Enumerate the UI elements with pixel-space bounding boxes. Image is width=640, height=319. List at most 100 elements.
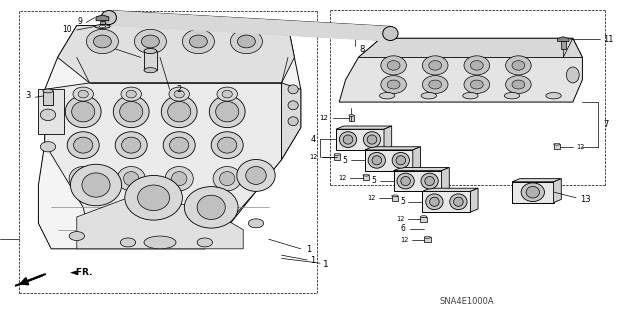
Ellipse shape bbox=[450, 194, 467, 210]
Bar bbox=[349, 115, 354, 121]
Ellipse shape bbox=[464, 56, 490, 75]
Ellipse shape bbox=[381, 76, 406, 93]
Ellipse shape bbox=[421, 173, 438, 189]
Text: 10: 10 bbox=[62, 26, 72, 34]
Bar bbox=[392, 196, 398, 201]
Ellipse shape bbox=[246, 167, 266, 184]
Ellipse shape bbox=[217, 87, 237, 101]
Ellipse shape bbox=[396, 156, 406, 165]
Text: 12: 12 bbox=[396, 216, 404, 222]
Text: 1: 1 bbox=[310, 256, 316, 265]
Bar bbox=[554, 144, 560, 149]
Text: 8: 8 bbox=[359, 45, 364, 54]
Ellipse shape bbox=[126, 90, 136, 98]
Ellipse shape bbox=[216, 101, 239, 122]
Ellipse shape bbox=[168, 101, 191, 122]
Ellipse shape bbox=[425, 176, 435, 186]
Ellipse shape bbox=[121, 87, 141, 101]
Polygon shape bbox=[45, 83, 282, 249]
Ellipse shape bbox=[364, 132, 381, 147]
Polygon shape bbox=[365, 150, 413, 171]
Ellipse shape bbox=[76, 172, 91, 186]
Ellipse shape bbox=[73, 87, 93, 101]
Bar bbox=[100, 21, 105, 24]
Ellipse shape bbox=[424, 236, 431, 238]
Ellipse shape bbox=[161, 96, 197, 128]
Ellipse shape bbox=[288, 101, 298, 110]
Polygon shape bbox=[282, 83, 301, 160]
Ellipse shape bbox=[115, 132, 147, 159]
Ellipse shape bbox=[72, 101, 95, 122]
Bar bbox=[420, 217, 427, 222]
Ellipse shape bbox=[288, 117, 298, 126]
Ellipse shape bbox=[512, 80, 525, 89]
Ellipse shape bbox=[82, 173, 110, 197]
Ellipse shape bbox=[169, 87, 189, 101]
Ellipse shape bbox=[211, 132, 243, 159]
Text: SNA4E1000A: SNA4E1000A bbox=[440, 297, 495, 306]
Text: 5: 5 bbox=[342, 156, 348, 165]
Ellipse shape bbox=[144, 48, 157, 54]
Polygon shape bbox=[384, 126, 392, 150]
Text: 5: 5 bbox=[371, 176, 376, 185]
Text: 13: 13 bbox=[580, 195, 591, 204]
Ellipse shape bbox=[69, 167, 97, 191]
Text: 4: 4 bbox=[311, 135, 316, 144]
Text: 11: 11 bbox=[603, 35, 613, 44]
Ellipse shape bbox=[67, 132, 99, 159]
Polygon shape bbox=[422, 188, 478, 191]
Ellipse shape bbox=[248, 219, 264, 228]
Ellipse shape bbox=[397, 173, 414, 189]
Ellipse shape bbox=[237, 160, 275, 191]
Ellipse shape bbox=[182, 29, 214, 54]
Ellipse shape bbox=[43, 89, 53, 93]
Ellipse shape bbox=[387, 61, 400, 70]
Ellipse shape bbox=[86, 29, 118, 54]
Ellipse shape bbox=[504, 93, 520, 99]
Ellipse shape bbox=[122, 137, 141, 153]
Ellipse shape bbox=[401, 176, 410, 186]
Text: 1: 1 bbox=[306, 245, 311, 254]
Polygon shape bbox=[554, 179, 561, 203]
Ellipse shape bbox=[117, 167, 145, 191]
Ellipse shape bbox=[65, 96, 101, 128]
Ellipse shape bbox=[429, 197, 439, 206]
Ellipse shape bbox=[172, 172, 187, 186]
Ellipse shape bbox=[99, 26, 106, 27]
Polygon shape bbox=[336, 129, 384, 150]
Ellipse shape bbox=[93, 35, 111, 48]
Text: ◄FR.: ◄FR. bbox=[70, 268, 94, 277]
Polygon shape bbox=[394, 167, 449, 171]
Ellipse shape bbox=[429, 61, 442, 70]
Polygon shape bbox=[336, 126, 392, 129]
Ellipse shape bbox=[163, 132, 195, 159]
Ellipse shape bbox=[222, 90, 232, 98]
Ellipse shape bbox=[230, 29, 262, 54]
Bar bbox=[561, 41, 566, 49]
Ellipse shape bbox=[197, 238, 212, 247]
Ellipse shape bbox=[74, 137, 93, 153]
Bar bbox=[363, 175, 369, 180]
Ellipse shape bbox=[392, 195, 398, 197]
Ellipse shape bbox=[392, 152, 410, 168]
Ellipse shape bbox=[470, 80, 483, 89]
Text: 12: 12 bbox=[339, 175, 347, 181]
Ellipse shape bbox=[40, 142, 56, 152]
Ellipse shape bbox=[521, 183, 545, 202]
Ellipse shape bbox=[566, 67, 579, 83]
Ellipse shape bbox=[184, 187, 238, 228]
Polygon shape bbox=[512, 179, 561, 182]
Ellipse shape bbox=[526, 186, 540, 198]
Polygon shape bbox=[512, 182, 554, 203]
Ellipse shape bbox=[339, 132, 356, 147]
Ellipse shape bbox=[209, 96, 245, 128]
Bar bbox=[334, 154, 340, 160]
Ellipse shape bbox=[368, 152, 385, 168]
Ellipse shape bbox=[506, 56, 531, 75]
Ellipse shape bbox=[134, 29, 166, 54]
Ellipse shape bbox=[120, 238, 136, 247]
Bar bbox=[424, 237, 431, 242]
Text: 9: 9 bbox=[77, 17, 82, 26]
Polygon shape bbox=[358, 38, 582, 57]
Text: 1: 1 bbox=[323, 260, 329, 269]
